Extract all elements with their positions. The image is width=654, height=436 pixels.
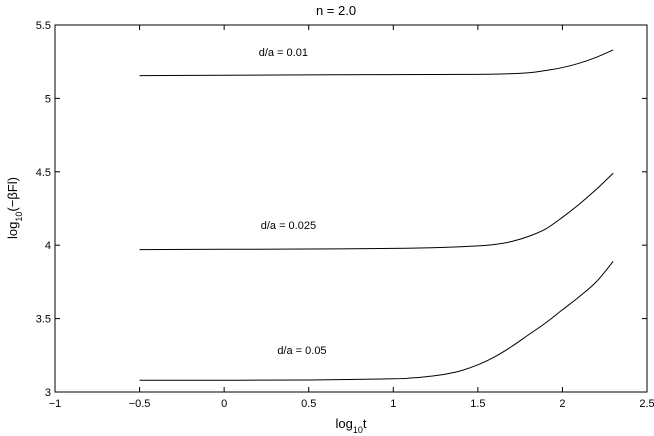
x-tick-label: 0.5	[301, 398, 316, 410]
x-tick-label: 0	[221, 398, 227, 410]
chart-title: n = 2.0	[316, 3, 356, 18]
series-line-3	[139, 261, 614, 381]
x-axis-label: log10t	[336, 416, 367, 435]
x-tick-label: −0.5	[129, 398, 151, 410]
y-tick-label: 3	[45, 387, 51, 399]
series-line-2	[139, 172, 614, 251]
plot-frame	[54, 24, 648, 393]
series-labels: d/a = 0.01 d/a = 0.025 d/a = 0.05	[259, 47, 327, 357]
x-tick-label: 2	[559, 398, 565, 410]
x-axis-ticks: −1 −0.5 0 0.5 1 1.5 2 2.5	[49, 25, 654, 410]
x-tick-label: 1.5	[470, 398, 485, 410]
x-tick-label: 2.5	[639, 398, 654, 410]
y-tick-label: 4.5	[36, 167, 51, 179]
series-line-1	[139, 49, 614, 77]
y-tick-label: 5.5	[36, 20, 51, 32]
y-tick-label: 5	[45, 93, 51, 105]
y-tick-label: 3.5	[36, 314, 51, 326]
x-tick-label: −1	[49, 398, 62, 410]
y-tick-label: 4	[45, 240, 51, 252]
series-label-2: d/a = 0.025	[261, 220, 316, 232]
series-label-3: d/a = 0.05	[277, 345, 326, 357]
series-lines	[139, 49, 614, 381]
y-axis-label: log10(−βFl)	[5, 177, 24, 239]
series-label-1: d/a = 0.01	[259, 47, 308, 59]
x-tick-label: 1	[390, 398, 396, 410]
y-axis-ticks: 3 3.5 4 4.5 5 5.5	[36, 20, 647, 399]
